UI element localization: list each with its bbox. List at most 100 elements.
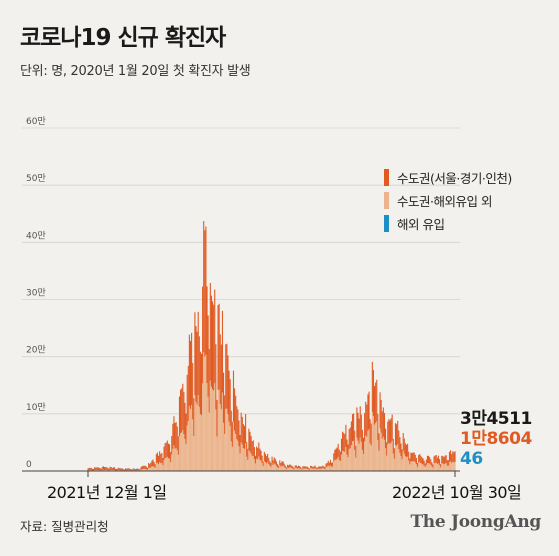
bar-nonmetro — [220, 409, 222, 471]
bar-metro — [148, 463, 150, 468]
bar-metro — [401, 449, 403, 460]
bar-metro — [134, 469, 136, 471]
bar-metro — [313, 466, 315, 469]
bar-metro — [366, 404, 368, 437]
bar-nonmetro — [367, 430, 369, 471]
bar-nonmetro — [418, 462, 420, 471]
bar-nonmetro — [273, 463, 275, 471]
bar-nonmetro — [370, 445, 372, 471]
bar-nonmetro — [248, 450, 250, 471]
bar-metro — [180, 389, 182, 434]
bar-metro — [150, 462, 152, 468]
bar-metro — [122, 469, 124, 471]
bar-nonmetro — [327, 465, 329, 471]
bar-nonmetro — [163, 459, 165, 471]
bar-nonmetro — [246, 456, 248, 471]
bar-nonmetro — [257, 459, 259, 471]
bar-metro — [351, 414, 354, 442]
bar-metro — [271, 456, 273, 464]
latest-total-label: 3만4511 — [460, 409, 532, 429]
bar-metro — [303, 466, 305, 469]
bar-metro — [153, 462, 155, 468]
bar-metro — [196, 331, 198, 405]
bar-metro — [356, 407, 358, 438]
bar-metro — [346, 439, 348, 455]
bar-metro — [431, 462, 433, 467]
bar-metro — [102, 466, 104, 470]
bar-metro — [174, 423, 176, 449]
bar-nonmetro — [310, 468, 312, 471]
bar-metro — [358, 418, 360, 444]
bar-metro — [118, 467, 120, 471]
bar-nonmetro — [223, 422, 225, 471]
bar-nonmetro — [226, 408, 228, 471]
legend-label-overseas: 해외 유입 — [397, 217, 445, 232]
bar-nonmetro — [239, 453, 241, 471]
bar-metro — [272, 460, 274, 466]
bar-metro — [278, 465, 280, 469]
bar-nonmetro — [253, 459, 255, 471]
bar-nonmetro — [336, 458, 338, 471]
bar-metro — [245, 414, 247, 443]
bar-nonmetro — [271, 463, 273, 471]
bar-metro — [446, 459, 448, 466]
bar-nonmetro — [265, 463, 268, 471]
bar-nonmetro — [197, 395, 199, 471]
bar-metro — [101, 467, 103, 470]
bar-nonmetro — [354, 449, 356, 471]
bar-metro — [254, 455, 257, 464]
bar-metro — [324, 467, 326, 469]
bar-nonmetro — [202, 383, 204, 471]
bar-metro — [340, 438, 343, 455]
bar-metro — [247, 448, 249, 461]
bar-metro — [228, 370, 230, 422]
bar-metro — [156, 452, 158, 463]
bar-nonmetro — [399, 452, 401, 471]
bar-nonmetro — [230, 441, 232, 471]
bar-nonmetro — [319, 468, 322, 471]
bar-metro — [163, 446, 165, 460]
bar-nonmetro — [342, 450, 344, 471]
bar-metro — [97, 467, 99, 471]
bar-metro — [171, 436, 173, 455]
bar-nonmetro — [188, 406, 190, 471]
bar-nonmetro — [452, 461, 454, 471]
bar-nonmetro — [155, 463, 157, 471]
bar-nonmetro — [411, 461, 413, 471]
bar-nonmetro — [430, 464, 432, 471]
bar-nonmetro — [316, 469, 318, 471]
bar-nonmetro — [161, 462, 163, 471]
bar-nonmetro — [339, 461, 341, 471]
bar-metro — [391, 414, 393, 441]
bar-nonmetro — [249, 451, 251, 471]
bar-metro — [149, 464, 151, 469]
bar-metro — [262, 461, 264, 467]
bar-nonmetro — [213, 390, 215, 471]
bar-metro — [429, 457, 431, 464]
bar-nonmetro — [366, 436, 368, 471]
latest-overseas-label: 46 — [460, 449, 483, 469]
bar-metro — [221, 310, 224, 393]
bar-metro — [453, 452, 455, 463]
bar-metro — [404, 443, 406, 457]
bar-metro — [332, 462, 334, 467]
bar-metro — [315, 467, 317, 470]
bar-nonmetro — [279, 465, 281, 471]
bar-nonmetro — [322, 468, 324, 471]
bar-metro — [307, 467, 309, 470]
bar-nonmetro — [333, 461, 335, 471]
bar-nonmetro — [314, 468, 316, 471]
bar-metro — [347, 444, 349, 458]
bar-nonmetro — [361, 449, 363, 471]
bar-metro — [185, 413, 187, 444]
legend-item-nonmetro: 수도권·해외유입 외 — [384, 189, 512, 212]
bar-nonmetro — [306, 468, 308, 471]
bar-nonmetro — [284, 468, 286, 471]
bar-metro — [448, 451, 451, 462]
bar-nonmetro — [385, 448, 387, 471]
bar-nonmetro — [305, 468, 307, 471]
bar-nonmetro — [297, 468, 300, 471]
bar-metro — [452, 451, 454, 462]
bar-metro — [440, 463, 442, 468]
bar-metro — [408, 451, 410, 461]
